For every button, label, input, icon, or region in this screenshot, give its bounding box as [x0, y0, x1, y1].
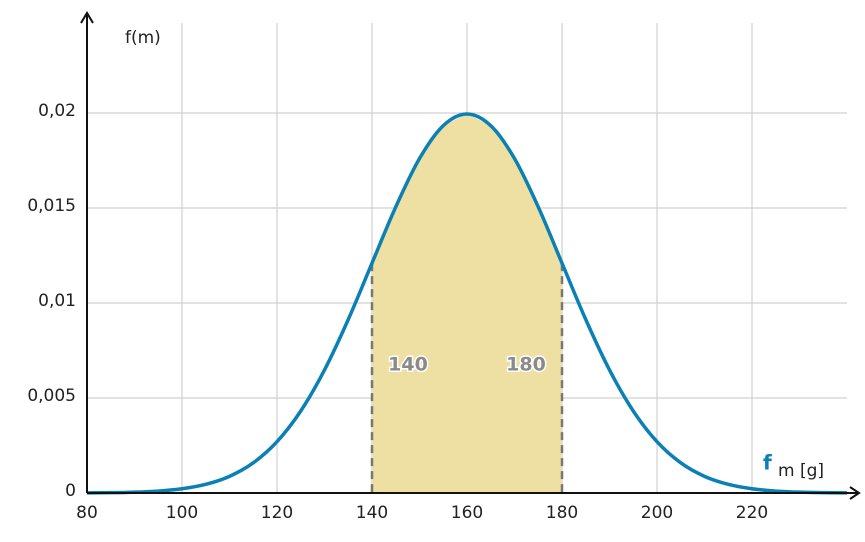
- annotation: 140: [388, 354, 428, 376]
- x-tick-label: 140: [356, 503, 388, 523]
- x-axis-arrow: [849, 486, 861, 500]
- x-tick-label: 180: [546, 503, 578, 523]
- x-tick-label: 160: [451, 503, 483, 523]
- y-tick-label: 0,005: [27, 386, 76, 406]
- x-tick-label: 200: [641, 503, 673, 523]
- x-axis-label: m [g]: [778, 461, 824, 481]
- annotation: 180: [506, 354, 546, 376]
- x-tick-label: 120: [261, 503, 293, 523]
- x-tick-label: 100: [166, 503, 198, 523]
- legend-label: f: [763, 451, 772, 475]
- curve: [86, 112, 848, 495]
- y-tick-label: 0: [65, 481, 76, 501]
- y-axis-label: f(m): [125, 28, 161, 48]
- x-tick-label: 220: [736, 503, 768, 523]
- y-tick-label: 0,02: [38, 101, 76, 121]
- y-axis-arrow: [80, 11, 94, 24]
- x-tick-label: 80: [76, 503, 98, 523]
- y-tick-label: 0,015: [27, 196, 76, 216]
- y-tick-label: 0,01: [38, 291, 76, 311]
- highlight-area: [372, 114, 562, 493]
